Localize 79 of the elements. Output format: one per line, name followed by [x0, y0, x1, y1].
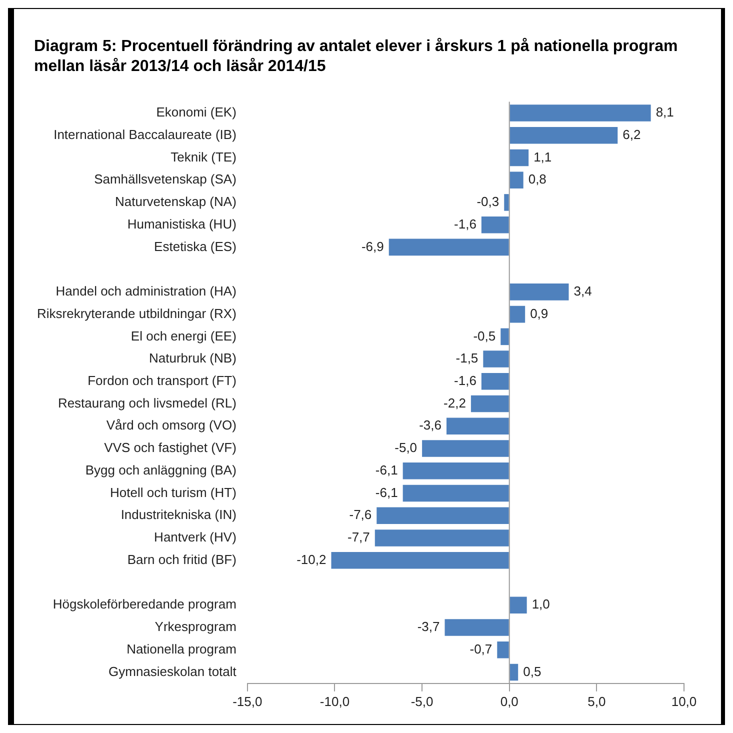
data-label: -6,1 [375, 484, 398, 500]
y-tick-label: Nationella program [126, 641, 236, 656]
bar [510, 149, 529, 166]
data-label: -0,3 [476, 194, 500, 210]
data-label: -3,7 [417, 619, 440, 634]
y-tick-label: Industritekniska (IN) [120, 507, 236, 522]
x-tick-label: 5,0 [588, 694, 606, 709]
x-tick-label: 10,0 [671, 694, 697, 709]
y-tick-label: Barn och fritid (BF) [127, 552, 236, 567]
bar [510, 284, 569, 300]
data-label: -1,6 [454, 216, 476, 232]
y-tick-label: Hantverk (HV) [154, 530, 236, 545]
y-tick-label: Estetiska (ES) [154, 238, 236, 254]
x-tick-label: 0,0 [500, 694, 518, 709]
data-label: -10,2 [296, 552, 326, 567]
x-tick-label: -15,0 [232, 694, 262, 709]
data-label: -6,9 [361, 238, 384, 254]
y-tick-label: Högskoleförberedande program [52, 596, 236, 612]
chart-title: Diagram 5: Procentuell förändring av antalet elever i årskurs 1 på nationella program mellan läsår 2013/14 och läsår 2014/15 [34, 37, 679, 77]
bar [374, 530, 509, 546]
y-tick-label: Teknik (TE) [170, 149, 236, 164]
y-tick-label: Humanistiska (HU) [127, 216, 236, 232]
y-tick-label: VVS och fastighet (VF) [104, 440, 236, 456]
data-label: 3,4 [574, 284, 592, 299]
data-label: 0,9 [530, 306, 548, 321]
x-tick-label: -5,0 [410, 694, 434, 709]
bar [470, 395, 509, 412]
data-label: -0,5 [473, 328, 496, 344]
bar [481, 216, 509, 234]
y-tick-label: International Baccalaureate (IB) [54, 126, 236, 142]
y-tick-label: Naturvetenskap (NA) [115, 194, 236, 210]
y-tick-label: El och energi (EE) [130, 328, 236, 344]
bar [402, 462, 509, 480]
data-label: 8,1 [656, 104, 674, 120]
bar [331, 552, 509, 569]
data-label: -1,6 [454, 372, 476, 388]
bar [510, 306, 526, 323]
data-label: 1,0 [532, 596, 550, 612]
bar [376, 507, 509, 524]
bar [444, 619, 509, 636]
bar [510, 664, 518, 681]
bar [402, 484, 509, 502]
y-tick-label: Handel och administration (HA) [56, 284, 236, 299]
y-tick-label: Fordon och transport (FT) [88, 372, 236, 388]
y-tick-label: Restaurang och livsmedel (RL) [58, 395, 236, 410]
data-label: 0,5 [523, 664, 542, 679]
x-tick-label: -10,0 [320, 694, 350, 709]
bar [481, 373, 509, 390]
data-label: -3,6 [419, 418, 442, 433]
data-label: 1,1 [534, 149, 552, 164]
y-tick-label: Naturbruk (NB) [148, 350, 236, 366]
data-label: 6,2 [622, 126, 641, 142]
y-tick-label: Hotell och turism (HT) [110, 484, 236, 500]
bar [497, 641, 509, 658]
data-label: -1,5 [456, 350, 478, 366]
data-label: -6,1 [375, 462, 398, 478]
bar [483, 350, 509, 368]
bar [388, 238, 509, 256]
data-label: -0,7 [470, 641, 492, 656]
bar [510, 172, 524, 188]
data-label: 0,8 [528, 172, 546, 187]
y-tick-label: Yrkesprogram [154, 619, 236, 634]
y-tick-label: Ekonomi (EK) [156, 104, 236, 120]
data-label: -2,2 [444, 395, 466, 410]
y-tick-label: Gymnasieskolan totalt [108, 664, 237, 679]
bar [504, 194, 509, 211]
bar [510, 596, 527, 614]
data-label: -7,6 [349, 507, 372, 522]
data-label: -5,0 [394, 440, 418, 456]
bar [510, 104, 651, 122]
bar [510, 126, 618, 144]
y-tick-label: Riksrekryterande utbildningar (RX) [36, 306, 236, 321]
data-label: -7,7 [347, 530, 370, 545]
y-tick-label: Bygg och anläggning (BA) [85, 462, 236, 478]
y-tick-label: Samhällsvetenskap (SA) [94, 172, 236, 187]
bar [422, 440, 509, 457]
bar [500, 328, 509, 346]
bar [446, 418, 509, 435]
y-tick-label: Vård och omsorg (VO) [106, 418, 236, 433]
